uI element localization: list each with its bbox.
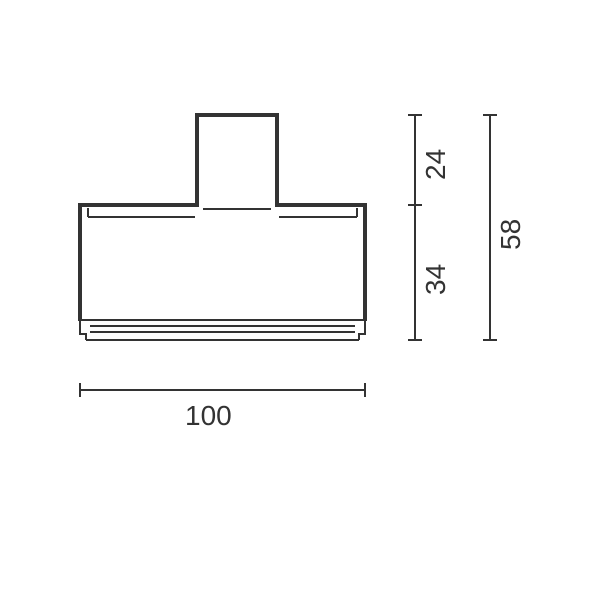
dimension-label-24: 24 [420, 149, 451, 180]
drawing-svg: 100 24 34 58 [0, 0, 600, 600]
dimension-height-58: 58 [483, 115, 526, 340]
dimension-label-58: 58 [495, 219, 526, 250]
dimension-label-34: 34 [420, 264, 451, 295]
dimension-height-24: 24 [408, 115, 451, 205]
technical-drawing: 100 24 34 58 [0, 0, 600, 600]
dimension-width-100: 100 [80, 383, 365, 431]
dimension-label-100: 100 [185, 400, 232, 431]
part-outline [78, 115, 367, 340]
dimension-height-34: 34 [408, 205, 451, 340]
